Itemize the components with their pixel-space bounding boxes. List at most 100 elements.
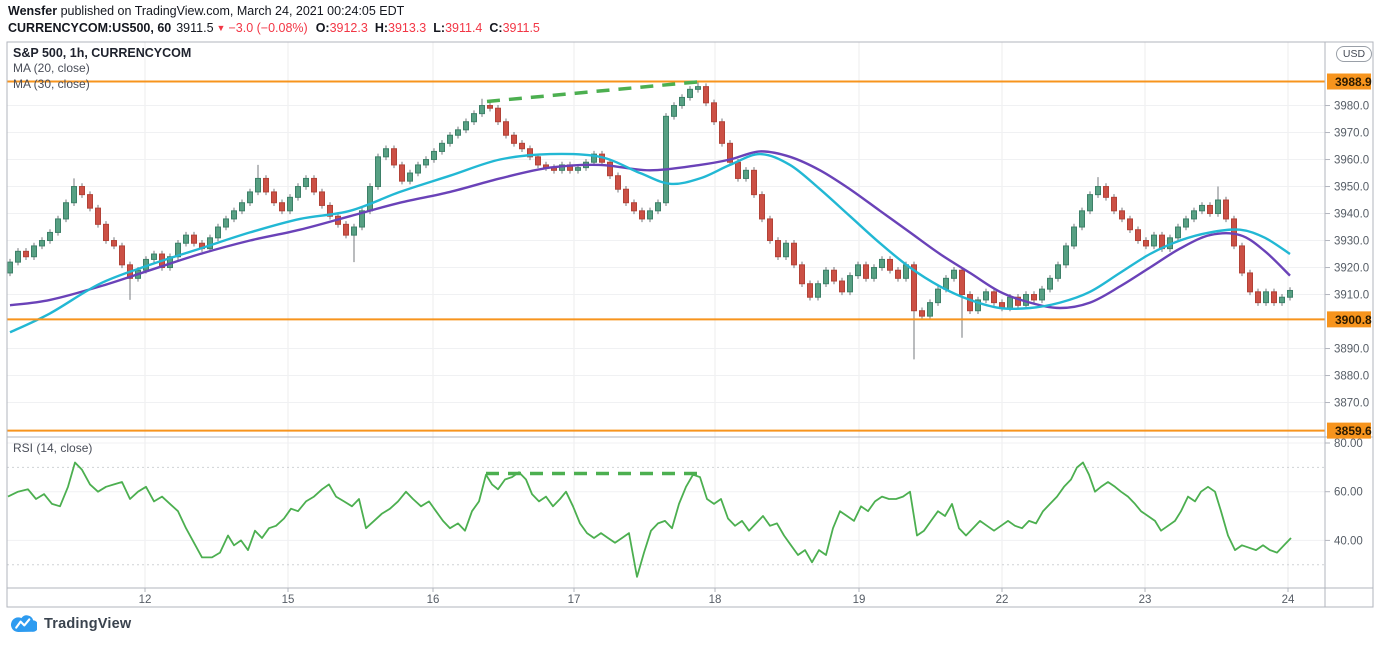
tradingview-logo[interactable]: TradingView xyxy=(10,615,131,633)
price-axis[interactable] xyxy=(1325,42,1373,588)
legend-ma20: MA (20, close) xyxy=(13,61,90,75)
price-pane[interactable] xyxy=(7,42,1325,437)
candle-down xyxy=(1015,296,1021,306)
candle-down xyxy=(807,283,813,298)
legend-rsi: RSI (14, close) xyxy=(13,441,93,455)
candle-up xyxy=(1079,210,1085,228)
price-tick-label: 3910.0 xyxy=(1334,290,1369,302)
candle-up xyxy=(687,88,693,98)
candle-down xyxy=(1255,291,1261,304)
candle-up xyxy=(407,172,413,182)
publish-line: Wensfer published on TradingView.com, Ma… xyxy=(8,3,542,20)
candle-up xyxy=(1215,199,1221,215)
rsi-tick-label: 40.00 xyxy=(1334,535,1363,547)
candle-down xyxy=(839,280,845,293)
candle-down xyxy=(791,242,797,266)
candle-down xyxy=(607,161,613,177)
candle-up xyxy=(415,164,421,174)
candle-down xyxy=(639,210,645,220)
candle-up xyxy=(927,302,933,317)
time-axis[interactable] xyxy=(7,588,1325,607)
candle-up xyxy=(31,245,37,258)
rsi-tick-label: 80.00 xyxy=(1334,438,1363,450)
candle-down xyxy=(503,121,509,136)
price-level-badge xyxy=(1327,422,1371,439)
candle-down xyxy=(119,245,125,266)
candle-up xyxy=(183,234,189,244)
candle-up xyxy=(295,186,301,198)
candle-down xyxy=(703,86,709,104)
candle-down xyxy=(271,191,277,204)
candle-up xyxy=(871,267,877,279)
candle-down xyxy=(1271,291,1277,304)
price-tick-label: 3960.0 xyxy=(1334,155,1369,167)
candle-up xyxy=(1279,296,1285,304)
time-tick-label: 22 xyxy=(996,594,1009,606)
chart-frame xyxy=(6,41,1374,608)
time-tick-label: 24 xyxy=(1282,594,1295,606)
candle-up xyxy=(743,169,749,179)
candle-down xyxy=(895,269,901,279)
candle-up xyxy=(1047,277,1053,290)
candle-up xyxy=(47,231,53,242)
candle-down xyxy=(511,134,517,144)
candle-up xyxy=(671,105,677,117)
candle-down xyxy=(775,240,781,258)
candle-down xyxy=(23,250,29,258)
candle-up xyxy=(1063,245,1069,266)
symbol-title: CURRENCYCOM:US500, 60 xyxy=(8,21,172,35)
price-level-badge-value: 3900.8 xyxy=(1335,313,1372,327)
candle-up xyxy=(663,115,669,204)
candle-down xyxy=(759,194,765,220)
candle-up xyxy=(351,226,357,236)
time-tick-label: 18 xyxy=(709,594,722,606)
ma30-line xyxy=(9,150,1291,310)
candle-down xyxy=(767,218,773,242)
candle-up xyxy=(879,258,885,269)
price-trendline-dashed[interactable] xyxy=(486,79,703,104)
price-level-badge xyxy=(1327,73,1371,90)
candle-up xyxy=(455,129,461,136)
currency-toggle[interactable]: USD xyxy=(1336,46,1372,62)
legend: S&P 500, 1h, CURRENCYCOM MA (20, close) … xyxy=(13,45,191,92)
candle-down xyxy=(615,175,621,190)
candle-up xyxy=(439,142,445,152)
candle-up xyxy=(383,148,389,158)
candle-up xyxy=(975,299,981,312)
low-label: L: xyxy=(433,21,446,35)
time-tick-label: 19 xyxy=(853,594,866,606)
candle-down xyxy=(79,186,85,196)
candle-down xyxy=(1135,229,1141,242)
close-value: 3911.5 xyxy=(502,21,540,35)
price-tick-label: 3970.0 xyxy=(1334,128,1369,140)
candle-up xyxy=(1055,264,1061,279)
candle-up xyxy=(823,269,829,285)
rsi-pane[interactable] xyxy=(7,437,1325,588)
candle-up xyxy=(1095,186,1101,196)
candle-up xyxy=(783,242,789,258)
candle-down xyxy=(719,121,725,144)
down-arrow-icon: ▼ xyxy=(216,23,226,33)
candle-up xyxy=(815,283,821,298)
candle-up xyxy=(39,240,45,247)
legend-ma30: MA (30, close) xyxy=(13,76,90,91)
candle-down xyxy=(319,191,325,206)
open-label: O: xyxy=(315,21,330,35)
candle-up xyxy=(255,177,261,193)
candle-up xyxy=(695,86,701,90)
candle-down xyxy=(887,258,893,271)
candle-down xyxy=(631,202,637,212)
candle-up xyxy=(679,96,685,107)
time-tick-label: 23 xyxy=(1139,594,1152,606)
tradingview-cloud-icon xyxy=(11,615,37,632)
candle-up xyxy=(431,150,437,161)
candle-down xyxy=(1031,294,1037,301)
candle-down xyxy=(535,156,541,166)
candle-down xyxy=(1223,199,1229,220)
candle-down xyxy=(1207,204,1213,215)
candle-down xyxy=(1239,245,1245,274)
price-tick-label: 3890.0 xyxy=(1334,344,1369,356)
candle-up xyxy=(71,186,77,204)
candle-down xyxy=(519,142,525,150)
